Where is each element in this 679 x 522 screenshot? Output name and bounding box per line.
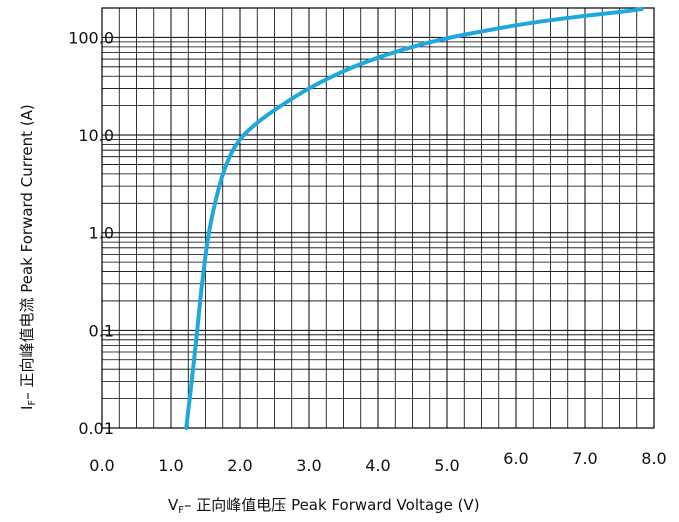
x-tick-label: 1.0 xyxy=(158,456,183,475)
x-tick-label: 6.0 xyxy=(503,449,528,468)
x-tick-label: 8.0 xyxy=(641,449,666,468)
y-tick-labels: 0.01 0.1 1.0 10.0 100.0 xyxy=(68,28,114,438)
x-tick-label: 7.0 xyxy=(572,449,597,468)
chart-grid xyxy=(101,7,655,429)
series-line-forward-current xyxy=(184,7,644,430)
x-tick-label: 3.0 xyxy=(296,456,321,475)
x-tick-labels: 0.0 1.0 2.0 3.0 4.0 5.0 6.0 7.0 8.0 xyxy=(89,449,666,475)
x-tick-label: 2.0 xyxy=(227,456,252,475)
x-tick-label: 5.0 xyxy=(434,456,459,475)
y-axis-label: IF– 正向峰值电流 Peak Forward Current (A) xyxy=(18,104,38,410)
y-tick-label: 0.01 xyxy=(78,419,114,438)
plot-frame xyxy=(101,7,655,429)
y-tick-label: 1.0 xyxy=(89,224,114,243)
y-tick-label: 0.1 xyxy=(89,321,114,340)
x-tick-label: 0.0 xyxy=(89,456,114,475)
x-tick-label: 4.0 xyxy=(365,456,390,475)
y-tick-label: 100.0 xyxy=(68,28,114,47)
y-tick-label: 10.0 xyxy=(78,126,114,145)
x-axis-label: VF– 正向峰值电压 Peak Forward Voltage (V) xyxy=(168,496,480,516)
